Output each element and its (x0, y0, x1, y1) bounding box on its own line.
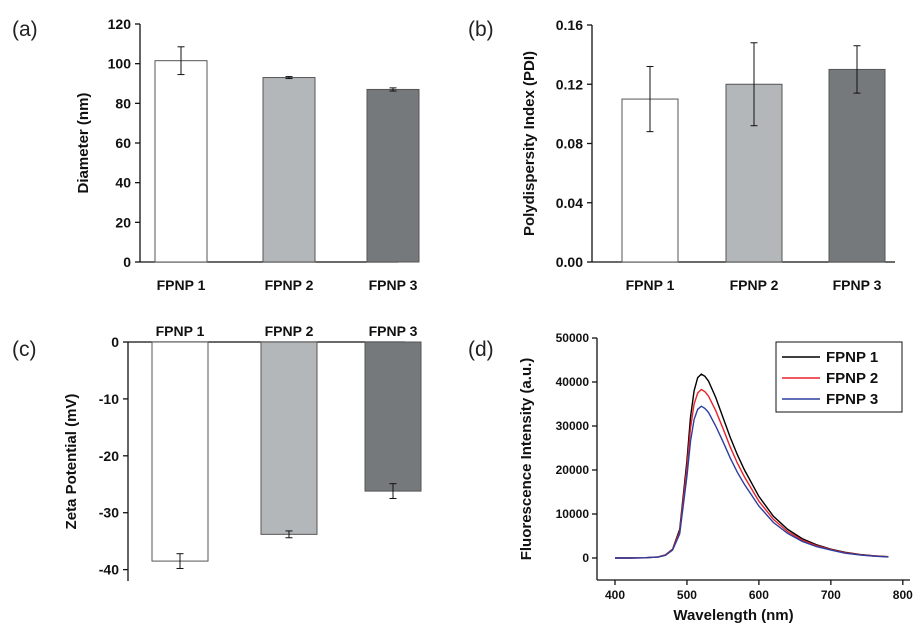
y-tick-label: 0.04 (556, 195, 583, 211)
y-tick-label: 10000 (556, 507, 590, 521)
y-tick-label: 40 (115, 175, 131, 191)
y-tick-label: 20000 (556, 463, 590, 477)
legend-box (775, 341, 903, 413)
y-tick-label: 0.16 (556, 17, 583, 33)
category-label: FPNP 1 (626, 277, 675, 293)
panel-a: (a) 0 20 40 60 80 100 120 FPNP 1 FPNP 2 FPNP 3 Diam… (12, 16, 420, 293)
x-axis-title: Wavelength (nm) (673, 607, 793, 624)
y-tick-label: 0.12 (556, 76, 583, 92)
bar (366, 88, 420, 263)
y-tick-label: 60 (115, 135, 131, 151)
bar (364, 341, 422, 492)
panel-b: (b) 0.00 0.04 0.08 0.12 0.16 FPNP 1 FPNP 2 FPNP … (468, 17, 895, 293)
panel-label: (a) (12, 18, 38, 41)
bar (154, 60, 208, 263)
category-label: FPNP 1 (156, 323, 205, 339)
y-tick-label: 0 (111, 334, 119, 350)
y-tick-label: 40000 (556, 375, 590, 389)
y-tick-label: -20 (99, 448, 119, 464)
y-tick-label: -10 (99, 391, 119, 407)
x-tick-label: 500 (677, 588, 697, 602)
y-tick-label: 0 (582, 551, 589, 565)
bar (828, 68, 886, 263)
y-tick-label: 20 (115, 214, 131, 230)
category-label: FPNP 2 (265, 323, 314, 339)
bar (260, 341, 318, 535)
category-label: FPNP 3 (369, 277, 418, 293)
y-tick-label: 80 (115, 95, 131, 111)
panel-label: (c) (12, 338, 37, 361)
panel-label: (b) (468, 18, 494, 41)
y-axis-title: Diameter (nm) (75, 93, 92, 194)
legend-label: FPNP 3 (826, 391, 878, 408)
y-tick-label: 0 (123, 254, 131, 270)
y-tick-label: 120 (108, 16, 132, 32)
y-axis-title: Zeta Potential (mV) (63, 394, 80, 530)
bar (262, 77, 316, 263)
category-label: FPNP 3 (369, 323, 418, 339)
y-tick-label: -40 (99, 562, 119, 578)
panel-label: (d) (468, 338, 494, 361)
series-line-2 (615, 388, 889, 559)
bar (151, 341, 209, 562)
panel-d: (d) 0 10000 20000 30000 40000 50000 400 500 600 70… (468, 331, 913, 624)
x-tick-label: 400 (605, 588, 625, 602)
y-tick-label: 100 (108, 56, 132, 72)
x-tick-label: 800 (893, 588, 913, 602)
y-tick-label: 0.00 (556, 254, 583, 270)
category-label: FPNP 1 (157, 277, 206, 293)
category-label: FPNP 2 (730, 277, 779, 293)
panel-c: (c) 0 -10 -20 -30 -40 FPNP 1 FPNP 2 FPNP 3 Zeta P… (12, 323, 422, 581)
x-tick-label: 700 (821, 588, 841, 602)
y-axis-title: Polydispersity Index (PDI) (521, 51, 538, 236)
y-tick-label: 50000 (556, 331, 590, 345)
y-tick-label: -30 (99, 505, 119, 521)
x-tick-label: 600 (749, 588, 769, 602)
y-axis-title: Fluorescence Intensity (a.u.) (518, 358, 535, 561)
y-tick-label: 30000 (556, 419, 590, 433)
legend-label: FPNP 2 (826, 370, 878, 387)
series-line-3 (615, 405, 889, 559)
legend-label: FPNP 1 (826, 349, 878, 366)
y-tick-label: 0.08 (556, 136, 583, 152)
category-label: FPNP 2 (265, 277, 314, 293)
category-label: FPNP 3 (833, 277, 882, 293)
